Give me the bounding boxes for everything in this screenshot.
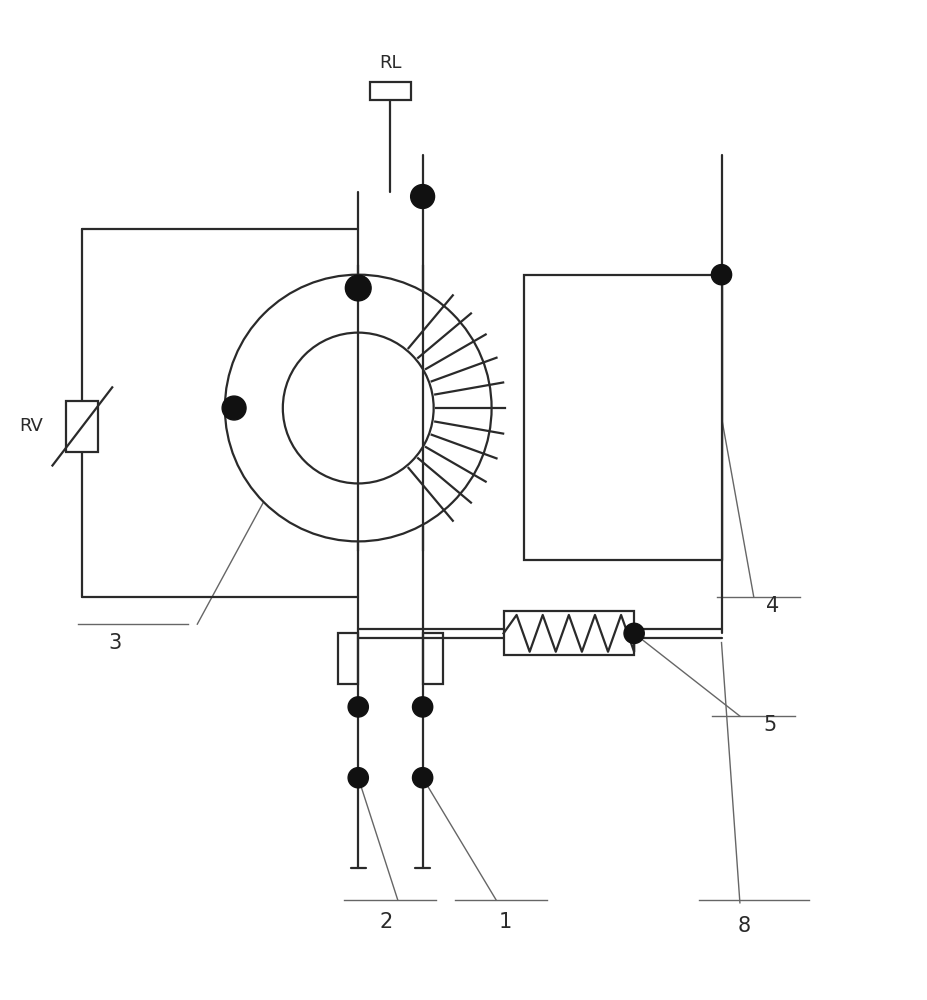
Text: 5: 5 [762, 715, 775, 735]
Circle shape [222, 396, 246, 420]
Bar [369, 82, 411, 100]
Text: 2: 2 [379, 912, 392, 932]
Circle shape [283, 333, 433, 483]
Bar [422, 633, 442, 684]
Circle shape [711, 265, 730, 285]
Text: RL: RL [379, 54, 401, 72]
Bar [337, 633, 358, 684]
Circle shape [623, 623, 643, 643]
Circle shape [345, 275, 371, 301]
Circle shape [413, 768, 432, 788]
Circle shape [348, 697, 368, 717]
Text: 8: 8 [737, 916, 750, 936]
Text: 4: 4 [765, 596, 778, 616]
Text: 1: 1 [498, 912, 512, 932]
Circle shape [411, 185, 434, 208]
Bar [66, 401, 98, 452]
Bar [503, 611, 633, 655]
Circle shape [224, 275, 491, 541]
Circle shape [348, 768, 368, 788]
Circle shape [413, 697, 432, 717]
Text: RV: RV [19, 417, 44, 435]
Bar [523, 275, 720, 560]
Text: 3: 3 [108, 633, 121, 653]
